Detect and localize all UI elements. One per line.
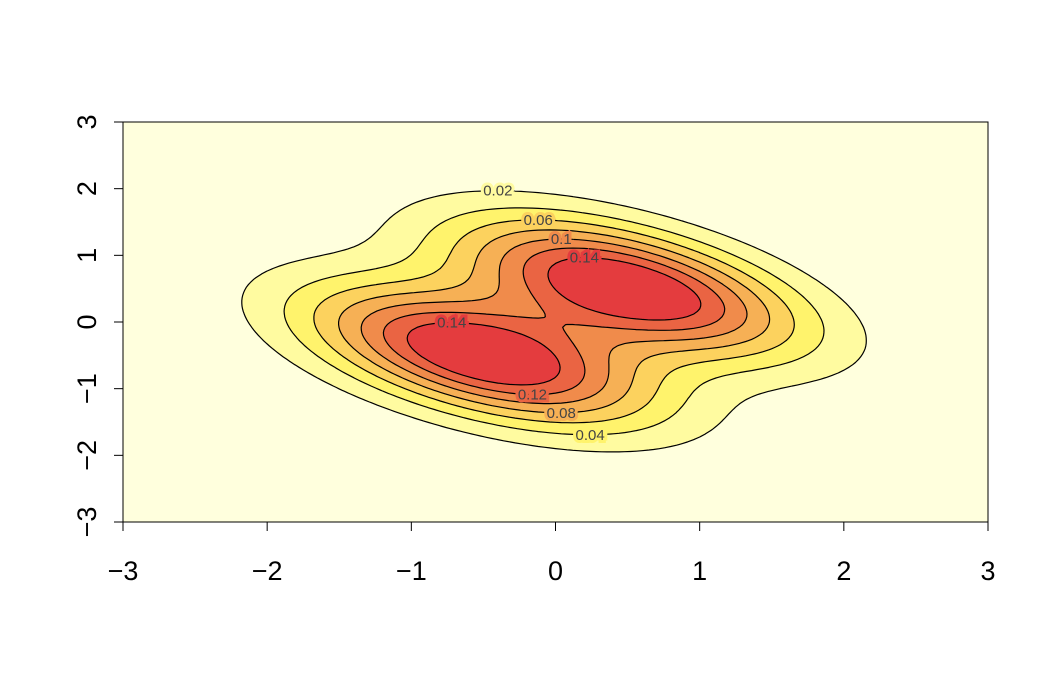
- contour-line: [338, 229, 771, 414]
- x-tick-label: 0: [548, 556, 563, 586]
- contour-label: 0.12: [518, 387, 547, 404]
- x-tick-label: 2: [836, 556, 851, 586]
- x-tick-label: −3: [108, 556, 139, 586]
- contour-label: 0.1: [551, 231, 572, 248]
- y-tick-label: 1: [72, 248, 102, 263]
- contour-line: [283, 207, 825, 436]
- contour-line: [313, 219, 795, 424]
- contour-label: 0.06: [524, 212, 553, 229]
- y-tick-label: −2: [72, 440, 102, 471]
- contour-label: 0.14: [437, 315, 466, 332]
- contour-line: [382, 247, 726, 396]
- contour-label: 0.02: [483, 183, 512, 200]
- contour-line: [241, 190, 867, 453]
- contour-label: 0.04: [575, 427, 604, 444]
- contour-fill: [407, 322, 561, 385]
- y-tick-label: −1: [72, 373, 102, 404]
- contour-line: [406, 322, 561, 386]
- contour-fill: [548, 257, 701, 320]
- x-tick-label: 1: [692, 556, 707, 586]
- x-tick-label: −2: [252, 556, 283, 586]
- y-tick-label: 0: [72, 314, 102, 329]
- plot-area: 0.02 0.04 0.06 0.08 0.1 0.12 0.14 0.14: [123, 122, 988, 522]
- x-tick-label: −1: [396, 556, 427, 586]
- contour-label: 0.14: [570, 250, 599, 267]
- y-tick-label: 2: [72, 181, 102, 196]
- contour-label: 0.08: [547, 405, 576, 422]
- contour-line: [547, 257, 702, 321]
- y-tick-label: 3: [72, 114, 102, 129]
- y-tick-label: −3: [72, 507, 102, 538]
- x-tick-label: 3: [980, 556, 995, 586]
- contour-line: [360, 238, 748, 405]
